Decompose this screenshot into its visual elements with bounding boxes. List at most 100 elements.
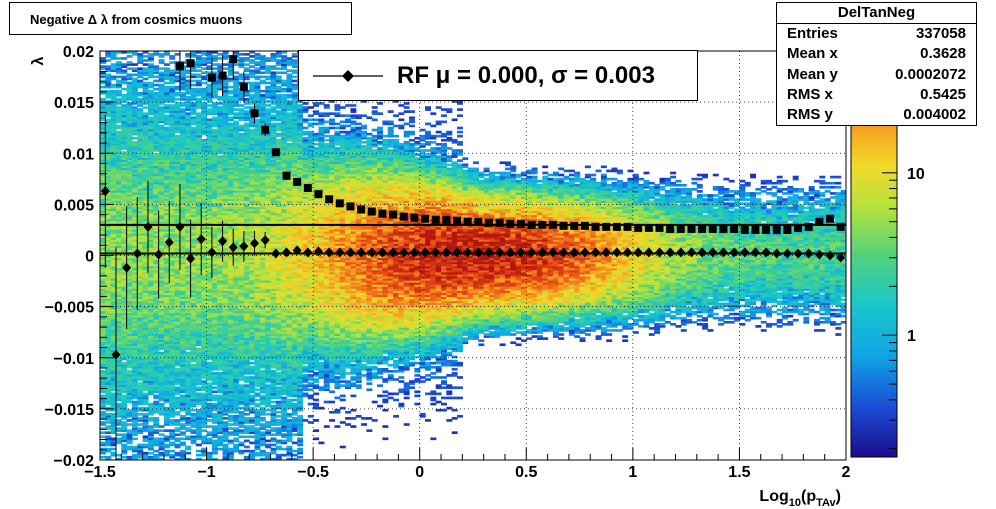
- heatmap-cell: [100, 241, 106, 244]
- heatmap-cell: [115, 325, 122, 328]
- heatmap-cell: [110, 359, 117, 363]
- heatmap-cell: [110, 77, 117, 81]
- heatmap-cell: [153, 419, 160, 422]
- heatmap-cell: [105, 437, 112, 441]
- heatmap-cell: [158, 325, 165, 328]
- heatmap-cell: [163, 259, 170, 263]
- heatmap-cell: [190, 136, 197, 140]
- heatmap-cell: [153, 425, 160, 428]
- heatmap-cell: [126, 269, 133, 273]
- heatmap-cell: [115, 273, 122, 277]
- heatmap-cell: [179, 143, 186, 146]
- heatmap-cell: [110, 447, 117, 451]
- heatmap-cell: [190, 355, 197, 359]
- heatmap-cell: [179, 275, 186, 279]
- heatmap-cell: [110, 190, 117, 193]
- heatmap-cell: [190, 116, 197, 120]
- heatmap-cell: [163, 325, 170, 328]
- heatmap-cell: [121, 394, 128, 398]
- heatmap-cell: [137, 339, 144, 342]
- heatmap-cell: [179, 292, 186, 295]
- heatmap-cell: [142, 453, 149, 457]
- heatmap-cell: [190, 421, 197, 424]
- heatmap-cell: [190, 241, 197, 244]
- heatmap-cell: [131, 269, 138, 273]
- heatmap-cell: [179, 325, 186, 328]
- heatmap-cell: [163, 98, 170, 101]
- heatmap-cell: [190, 188, 197, 191]
- heatmap-cell: [169, 61, 176, 64]
- heatmap-cell: [190, 159, 197, 163]
- heatmap-cell: [163, 318, 170, 322]
- heatmap-cell: [179, 300, 186, 304]
- heatmap-cell: [115, 173, 122, 177]
- heatmap-cell: [190, 435, 197, 439]
- heatmap-cell: [137, 108, 144, 111]
- heatmap-cell: [163, 345, 170, 349]
- heatmap-cell: [121, 255, 128, 259]
- heatmap-cell: [174, 235, 181, 238]
- heatmap-cell: [110, 98, 117, 101]
- heatmap-cell: [158, 71, 165, 75]
- heatmap-cell: [115, 259, 122, 263]
- heatmap-cell: [121, 224, 128, 228]
- heatmap-cell: [174, 335, 181, 338]
- heatmap-cell: [105, 384, 112, 387]
- heatmap-cell: [211, 128, 218, 132]
- heatmap-cell: [126, 357, 133, 361]
- heatmap-cell: [169, 149, 176, 152]
- heatmap-cell: [169, 235, 176, 238]
- heatmap-cell: [126, 177, 133, 181]
- heatmap-cell: [163, 228, 170, 232]
- heatmap-cell: [233, 71, 240, 75]
- heatmap-cell: [185, 55, 192, 58]
- heatmap-cell: [179, 75, 186, 79]
- heatmap-cell: [179, 204, 186, 208]
- heatmap-cell: [169, 325, 176, 328]
- heatmap-cell: [158, 333, 165, 336]
- heatmap-cell: [100, 322, 106, 326]
- heatmap-cell: [105, 145, 112, 148]
- heatmap-cell: [105, 374, 112, 377]
- heatmap-cell: [158, 335, 165, 338]
- heatmap-cell: [153, 280, 160, 283]
- heatmap-cell: [243, 435, 250, 439]
- heatmap-cell: [163, 214, 170, 218]
- heatmap-cell: [105, 427, 112, 430]
- heatmap-cell: [169, 365, 176, 369]
- heatmap-cell: [131, 271, 138, 275]
- heatmap-cell: [121, 404, 128, 408]
- heatmap-cell: [110, 357, 117, 361]
- heatmap-cell: [142, 386, 149, 390]
- heatmap-cell: [142, 294, 149, 297]
- heatmap-cell: [163, 147, 170, 150]
- heatmap-cell: [142, 419, 149, 422]
- heatmap-cell: [115, 292, 122, 295]
- heatmap-cell: [137, 98, 144, 101]
- heatmap-cell: [179, 284, 186, 287]
- heatmap-cell: [137, 267, 144, 271]
- heatmap-cell: [100, 318, 106, 322]
- heatmap-cell: [153, 206, 160, 210]
- heatmap-cell: [110, 374, 117, 377]
- heatmap-cell: [115, 394, 122, 398]
- heatmap-cell: [222, 417, 229, 420]
- heatmap-cell: [121, 71, 128, 75]
- heatmap-cell: [126, 112, 133, 115]
- heatmap-cell: [195, 341, 202, 345]
- heatmap-cell: [169, 455, 176, 459]
- heatmap-cell: [179, 316, 186, 320]
- heatmap-cell: [126, 408, 133, 412]
- heatmap-cell: [147, 210, 154, 214]
- heatmap-cell: [131, 331, 138, 334]
- heatmap-cell: [100, 304, 106, 308]
- heatmap-cell: [142, 280, 149, 283]
- heatmap-cell: [185, 290, 192, 293]
- heatmap-cell: [110, 161, 117, 165]
- heatmap-cell: [179, 188, 186, 191]
- heatmap-cell: [110, 331, 117, 334]
- heatmap-cell: [163, 208, 170, 212]
- heatmap-cell: [179, 363, 186, 367]
- heatmap-cell: [179, 263, 186, 267]
- heatmap-cell: [179, 402, 186, 406]
